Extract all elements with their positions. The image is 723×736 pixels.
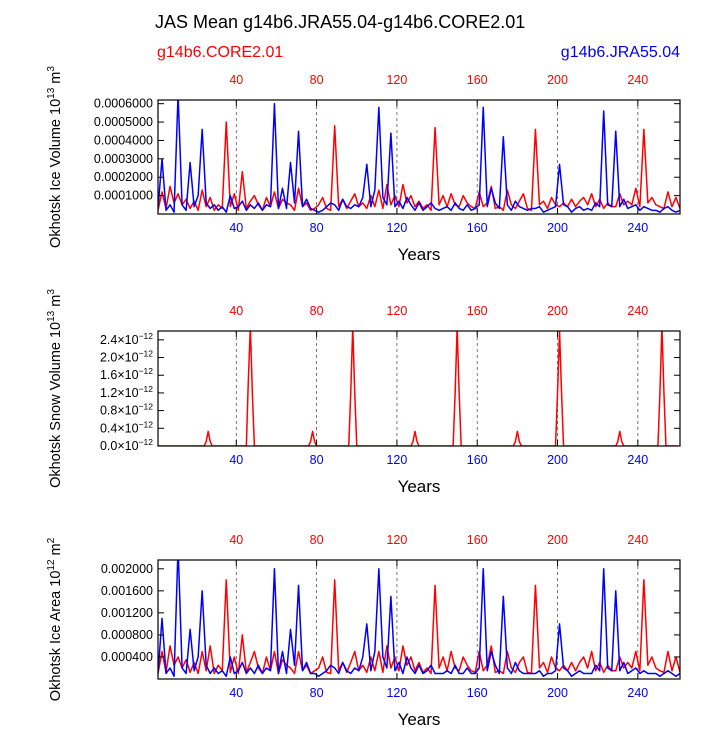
x-tick-label-top: 40 — [229, 533, 243, 547]
x-tick-label-top: 240 — [627, 73, 648, 87]
y-tick-label: 0.0003000 — [94, 152, 153, 166]
x-tick-label-bottom: 40 — [229, 686, 243, 700]
series-line-jra — [158, 560, 680, 677]
x-tick-label-bottom: 240 — [627, 221, 648, 235]
x-tick-label-top: 200 — [547, 73, 568, 87]
x-tick-label-bottom: 160 — [467, 453, 488, 467]
x-tick-label-bottom: 240 — [627, 686, 648, 700]
x-tick-label-top: 40 — [229, 304, 243, 318]
x-tick-label-bottom: 200 — [547, 221, 568, 235]
y-axis-title: Okhotsk Ice Area 1012 m2 — [46, 537, 64, 701]
chart-panel-ice-area: 40 40 80 80 120 120 160 160 200 200 240 240 0.000400… — [46, 533, 681, 729]
x-axis-title: Years — [398, 477, 441, 496]
y-axis-title: Okhotsk Ice Volume 1013 m3 — [46, 66, 64, 248]
x-tick-label-bottom: 120 — [386, 686, 407, 700]
x-tick-label-top: 120 — [386, 304, 407, 318]
y-axis-title: Okhotsk Snow Volume 1013 m3 — [46, 289, 64, 488]
x-axis-title: Years — [398, 710, 441, 729]
y-tick-label: 2.0×10−12 — [100, 349, 153, 365]
y-tick-label: 0.001200 — [101, 606, 153, 620]
x-tick-label-top: 40 — [229, 73, 243, 87]
plot-frame — [157, 559, 681, 680]
x-tick-label-top: 120 — [386, 533, 407, 547]
x-tick-label-top: 240 — [627, 304, 648, 318]
x-tick-label-bottom: 80 — [310, 221, 324, 235]
x-tick-label-bottom: 120 — [386, 221, 407, 235]
chart-panel-snow-volume: 40 40 80 80 120 120 160 160 200 200 240 240 0.0×10−1… — [46, 289, 681, 496]
x-tick-label-bottom: 160 — [467, 221, 488, 235]
x-tick-label-top: 120 — [386, 73, 407, 87]
y-tick-label: 1.2×10−12 — [100, 384, 153, 400]
x-tick-label-bottom: 40 — [229, 221, 243, 235]
y-tick-label: 0.0004000 — [94, 133, 153, 147]
x-tick-label-bottom: 80 — [310, 686, 324, 700]
x-tick-label-bottom: 40 — [229, 453, 243, 467]
x-tick-label-bottom: 120 — [386, 453, 407, 467]
series-line-core — [158, 579, 680, 675]
x-tick-label-top: 80 — [310, 533, 324, 547]
y-tick-label: 0.000400 — [101, 650, 153, 664]
plot-frame — [157, 330, 681, 447]
y-tick-label: 0.8×10−12 — [100, 402, 153, 418]
y-tick-label: 0.0002000 — [94, 170, 153, 184]
x-tick-label-bottom: 200 — [547, 686, 568, 700]
y-tick-label: 0.0006000 — [94, 97, 153, 111]
series-line-jra — [158, 100, 680, 213]
x-tick-label-top: 160 — [467, 304, 488, 318]
y-tick-label: 0.000800 — [101, 628, 153, 642]
x-axis-title: Years — [398, 245, 441, 264]
y-tick-label: 0.002000 — [101, 562, 153, 576]
y-tick-label: 0.001600 — [101, 584, 153, 598]
y-tick-label: 0.4×10−12 — [100, 419, 153, 435]
chart-panel-ice-volume: 40 40 80 80 120 120 160 160 200 200 240 240 0.000100… — [46, 66, 681, 264]
y-tick-label: 0.0001000 — [94, 189, 153, 203]
x-tick-label-top: 80 — [310, 73, 324, 87]
figure-title: JAS Mean g14b6.JRA55.04-g14b6.CORE2.01 — [155, 12, 525, 32]
series-line-core — [158, 331, 678, 446]
y-tick-label: 1.6×10−12 — [100, 366, 153, 382]
x-tick-label-bottom: 80 — [310, 453, 324, 467]
x-tick-label-top: 80 — [310, 304, 324, 318]
plot-frame — [157, 99, 681, 215]
y-tick-label: 0.0005000 — [94, 115, 153, 129]
x-tick-label-top: 160 — [467, 73, 488, 87]
legend-core: g14b6.CORE2.01 — [157, 44, 283, 61]
x-tick-label-top: 240 — [627, 533, 648, 547]
x-tick-label-top: 200 — [547, 304, 568, 318]
x-tick-label-bottom: 200 — [547, 453, 568, 467]
x-tick-label-bottom: 240 — [627, 453, 648, 467]
x-tick-label-top: 160 — [467, 533, 488, 547]
x-tick-label-top: 200 — [547, 533, 568, 547]
y-tick-label: 2.4×10−12 — [100, 331, 153, 347]
panels-group: 40 40 80 80 120 120 160 160 200 200 240 240 0.000100… — [46, 66, 681, 729]
x-tick-label-bottom: 160 — [467, 686, 488, 700]
legend-jra: g14b6.JRA55.04 — [561, 44, 680, 61]
y-tick-label: 0.0×10−12 — [100, 437, 153, 453]
series-line-core — [158, 121, 680, 212]
